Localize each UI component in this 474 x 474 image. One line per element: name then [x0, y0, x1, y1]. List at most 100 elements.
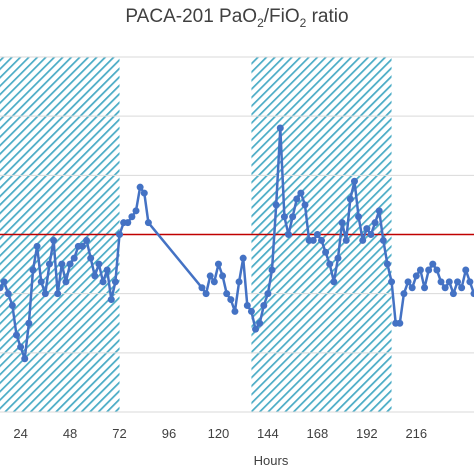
- data-point: [198, 284, 206, 292]
- data-point: [54, 290, 62, 298]
- data-point: [346, 195, 354, 203]
- data-point: [285, 231, 293, 238]
- data-point: [412, 272, 420, 280]
- data-point: [66, 260, 74, 268]
- data-point: [350, 177, 358, 185]
- data-point: [91, 272, 99, 280]
- data-point: [83, 236, 91, 244]
- chart-title-middle: /FiO: [263, 6, 300, 27]
- data-point: [103, 266, 111, 274]
- data-point: [45, 260, 53, 268]
- data-point: [400, 290, 408, 298]
- x-tick-labels: 24 48 72 96 120 144 168 192 216: [13, 426, 427, 441]
- data-point: [309, 236, 317, 244]
- data-point: [425, 266, 433, 274]
- data-point: [107, 296, 115, 304]
- data-point: [449, 290, 457, 298]
- data-point: [408, 284, 416, 292]
- data-point: [247, 307, 255, 315]
- data-point: [363, 225, 371, 233]
- data-point: [124, 219, 132, 227]
- data-point: [289, 213, 297, 221]
- data-point: [454, 278, 462, 286]
- data-point: [338, 219, 346, 227]
- data-point: [50, 236, 58, 244]
- data-point: [322, 248, 330, 256]
- data-point: [0, 284, 4, 292]
- data-point: [256, 319, 264, 327]
- data-point: [17, 343, 25, 351]
- data-point: [4, 290, 12, 298]
- data-point: [252, 325, 260, 333]
- data-point: [128, 213, 136, 221]
- data-point: [12, 331, 20, 339]
- data-point: [334, 254, 342, 262]
- data-point: [462, 266, 470, 274]
- data-point: [8, 302, 16, 309]
- data-point: [260, 302, 268, 309]
- data-point: [0, 278, 8, 286]
- data-point: [58, 260, 66, 268]
- data-point: [25, 319, 33, 327]
- data-point: [470, 290, 474, 298]
- x-tick-label-72: 72: [112, 426, 126, 441]
- data-point: [458, 284, 466, 292]
- data-point: [429, 260, 437, 268]
- x-tick-label-24: 24: [13, 426, 27, 441]
- x-tick-label-192: 192: [356, 426, 378, 441]
- data-point: [383, 260, 391, 268]
- data-point: [95, 260, 103, 268]
- data-point: [140, 189, 148, 197]
- x-tick-label-120: 120: [208, 426, 230, 441]
- data-point: [116, 231, 124, 238]
- x-tick-label-168: 168: [307, 426, 329, 441]
- data-point: [388, 278, 396, 286]
- data-point: [276, 124, 284, 132]
- data-point: [280, 213, 288, 221]
- data-point: [355, 213, 363, 221]
- chart-title: PACA-201 PaO2/FiO2 ratio: [0, 6, 474, 30]
- data-point: [210, 278, 218, 286]
- data-point: [227, 296, 235, 304]
- data-point: [342, 236, 350, 244]
- data-point: [367, 231, 375, 238]
- chart-title-suffix: ratio: [306, 6, 349, 27]
- data-point: [202, 290, 210, 298]
- series-layer: [0, 124, 474, 363]
- data-point: [359, 236, 367, 244]
- data-point: [326, 260, 334, 268]
- data-point: [239, 254, 247, 262]
- data-point: [21, 355, 29, 363]
- data-point: [441, 284, 449, 292]
- data-point: [297, 189, 305, 197]
- chart-title-subscript-1: 2: [257, 15, 264, 30]
- data-point: [223, 290, 231, 298]
- data-point: [375, 207, 383, 215]
- data-point: [421, 284, 429, 292]
- data-point: [132, 207, 140, 215]
- data-point: [78, 242, 86, 250]
- x-tick-label-48: 48: [63, 426, 77, 441]
- data-point: [404, 278, 412, 286]
- data-point: [231, 307, 239, 315]
- data-point: [136, 183, 144, 191]
- data-point: [37, 278, 45, 286]
- data-point: [70, 254, 78, 262]
- x-axis-title: Hours: [254, 453, 289, 468]
- data-point: [29, 266, 37, 274]
- data-point: [313, 231, 321, 238]
- data-point: [330, 278, 338, 286]
- data-point: [437, 278, 445, 286]
- data-point: [87, 254, 95, 262]
- data-point: [293, 195, 301, 203]
- data-point: [33, 242, 41, 250]
- x-tick-label-144: 144: [257, 426, 279, 441]
- data-point: [99, 278, 107, 286]
- data-point: [41, 290, 49, 298]
- data-point: [466, 278, 474, 286]
- data-point: [445, 278, 453, 286]
- x-tick-label-216: 216: [405, 426, 427, 441]
- x-tick-label-96: 96: [162, 426, 176, 441]
- data-point: [272, 201, 280, 209]
